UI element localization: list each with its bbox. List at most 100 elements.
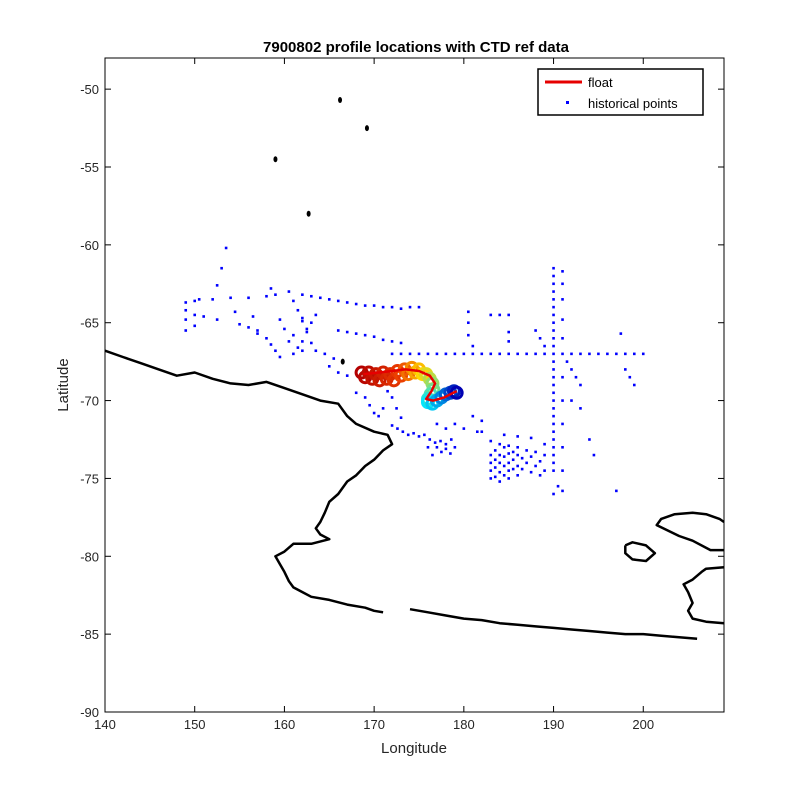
historical-point [467,333,470,337]
historical-point [543,469,546,472]
historical-point [444,427,448,430]
historical-point [489,439,493,443]
y-tick-label: -75 [80,471,99,486]
historical-point [480,352,484,356]
historical-point [435,445,439,449]
historical-point [588,438,591,441]
historical-point [471,352,475,356]
historical-point [449,452,452,455]
historical-point [462,352,466,356]
y-tick-label: -80 [80,549,99,564]
historical-point [381,305,385,309]
historical-point [552,391,555,395]
historical-point [561,375,564,379]
x-tick-label: 200 [632,717,654,732]
historical-point [433,441,437,444]
historical-point [552,298,555,301]
historical-point [296,346,300,349]
historical-point [588,352,591,356]
historical-point [401,430,405,434]
historical-point [390,424,394,427]
historical-point [552,422,555,426]
plot-background [105,58,724,712]
historical-point [516,453,519,457]
historical-point [406,433,410,437]
historical-point [493,449,497,452]
historical-point [489,461,493,465]
historical-point [301,293,304,296]
historical-point [399,352,403,356]
historical-point [310,294,313,298]
historical-point [511,467,515,471]
historical-point [552,274,555,278]
historical-point [520,467,524,471]
historical-point [552,375,555,379]
historical-point [592,453,596,457]
historical-point [323,352,327,356]
historical-point [292,352,295,356]
historical-point [423,433,426,437]
historical-point [412,431,415,435]
historical-point [202,315,205,318]
historical-point [467,321,470,325]
historical-point [372,335,376,339]
historical-point [368,403,371,407]
historical-point [529,436,533,440]
historical-point [552,368,555,371]
historical-point [628,375,632,379]
historical-point [287,340,291,343]
historical-point [552,352,555,356]
historical-point [399,307,403,310]
historical-point [319,296,322,300]
historical-point [507,461,510,465]
island [306,210,311,217]
historical-point [408,352,412,356]
historical-point [480,419,484,423]
historical-point [449,438,453,441]
coastline [409,607,698,641]
historical-point [529,455,533,458]
historical-point [408,305,412,309]
historical-point [224,246,228,250]
historical-point [399,341,403,345]
historical-point [363,333,367,337]
y-tick-label: -70 [80,394,99,409]
historical-point [215,318,219,321]
historical-point [552,407,555,410]
x-axis-label: Longitude [381,740,447,757]
historical-point [381,338,385,342]
historical-point [283,327,286,331]
historical-point [552,290,555,293]
historical-point [579,383,582,387]
historical-point [552,305,555,309]
historical-point [274,293,277,296]
historical-point [507,477,510,480]
historical-point [498,313,502,317]
historical-point [525,461,528,465]
historical-point [552,453,555,457]
historical-point [287,290,291,293]
historical-point [574,375,578,379]
historical-point [597,352,600,356]
historical-point [498,470,502,474]
historical-point [301,340,304,343]
historical-point [292,299,295,303]
historical-point [525,449,528,452]
historical-point [417,435,421,438]
historical-point [624,368,627,371]
historical-point [552,469,555,472]
historical-point [552,344,555,348]
historical-point [561,352,564,356]
historical-point [345,330,349,334]
historical-point [579,407,582,410]
historical-point [516,474,519,477]
island [340,358,345,365]
historical-point [247,296,250,300]
historical-point [641,352,645,356]
y-tick-label: -90 [80,705,99,720]
historical-point [417,352,421,356]
historical-point [435,352,439,356]
historical-point [615,489,618,493]
historical-point [336,371,340,374]
historical-point [184,301,188,304]
